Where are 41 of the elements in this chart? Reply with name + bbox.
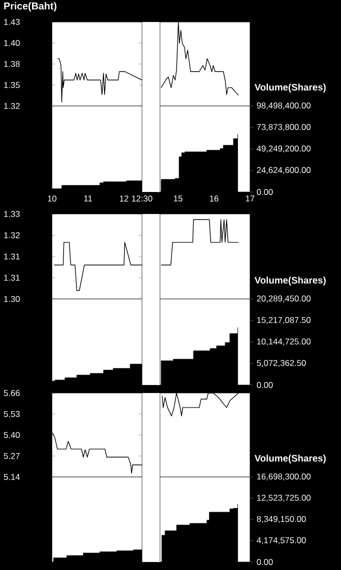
x-tick-label: 12	[120, 196, 128, 202]
y-tick-label: 24,624,600.00	[256, 166, 311, 174]
y-tick-label: 1.38	[4, 60, 20, 67]
y-tick-label: 0.00	[256, 382, 273, 388]
y-tick-label: 5.53	[4, 411, 20, 418]
y-tick-label: 4,174,575.00	[256, 537, 306, 544]
y-tick-label: 5.27	[4, 452, 20, 459]
y-tick-label: 15,217,087.50	[257, 316, 311, 324]
y-tick-label: 98,498,400.00	[256, 102, 311, 110]
x-tick-label: 17	[246, 196, 254, 202]
y-axis-title: Volume(Shares)	[254, 454, 326, 464]
x-tick-label: 15	[174, 196, 182, 202]
y-tick-label: 16,698,300.00	[257, 473, 311, 480]
y-tick-label: 20,289,450.00	[256, 295, 311, 303]
y-tick-label: 0.00	[256, 558, 273, 565]
y-tick-label: 12,523,725.00	[257, 494, 311, 502]
y-tick-label: 1.35	[4, 82, 20, 88]
x-tick-label: 11	[84, 196, 92, 202]
y-tick-label: 1.40	[4, 40, 20, 46]
y-tick-label: 5.66	[4, 390, 20, 396]
y-tick-label: 5.14	[4, 474, 20, 480]
x-tick-label: 10	[48, 196, 56, 202]
y-tick-label: 5.40	[4, 432, 20, 438]
y-tick-label: 1.31	[4, 253, 20, 260]
y-tick-label: 49,249,200.00	[256, 145, 311, 153]
y-tick-label: 5,072,362.50	[256, 360, 306, 368]
y-tick-label: 73,873,800.00	[256, 124, 311, 132]
y-tick-label: 1.32	[4, 232, 20, 238]
y-tick-label: 1.32	[4, 102, 20, 109]
y-axis-title: Volume(Shares)	[254, 276, 326, 286]
y-axis-title: Price(Baht)	[4, 2, 56, 12]
y-tick-label: 10,144,725.00	[257, 338, 311, 346]
y-tick-label: 1.33	[4, 210, 20, 217]
x-tick-label: 12:30	[132, 196, 152, 202]
y-tick-label: 8,349,150.00	[256, 516, 306, 524]
y-tick-label: 0.00	[256, 188, 273, 195]
y-axis-title: Volume(Shares)	[254, 84, 326, 92]
y-tick-label: 1.31	[4, 274, 20, 281]
y-tick-label: 1.30	[4, 296, 20, 302]
y-tick-label: 1.43	[4, 18, 20, 25]
x-tick-label: 16	[210, 196, 218, 202]
